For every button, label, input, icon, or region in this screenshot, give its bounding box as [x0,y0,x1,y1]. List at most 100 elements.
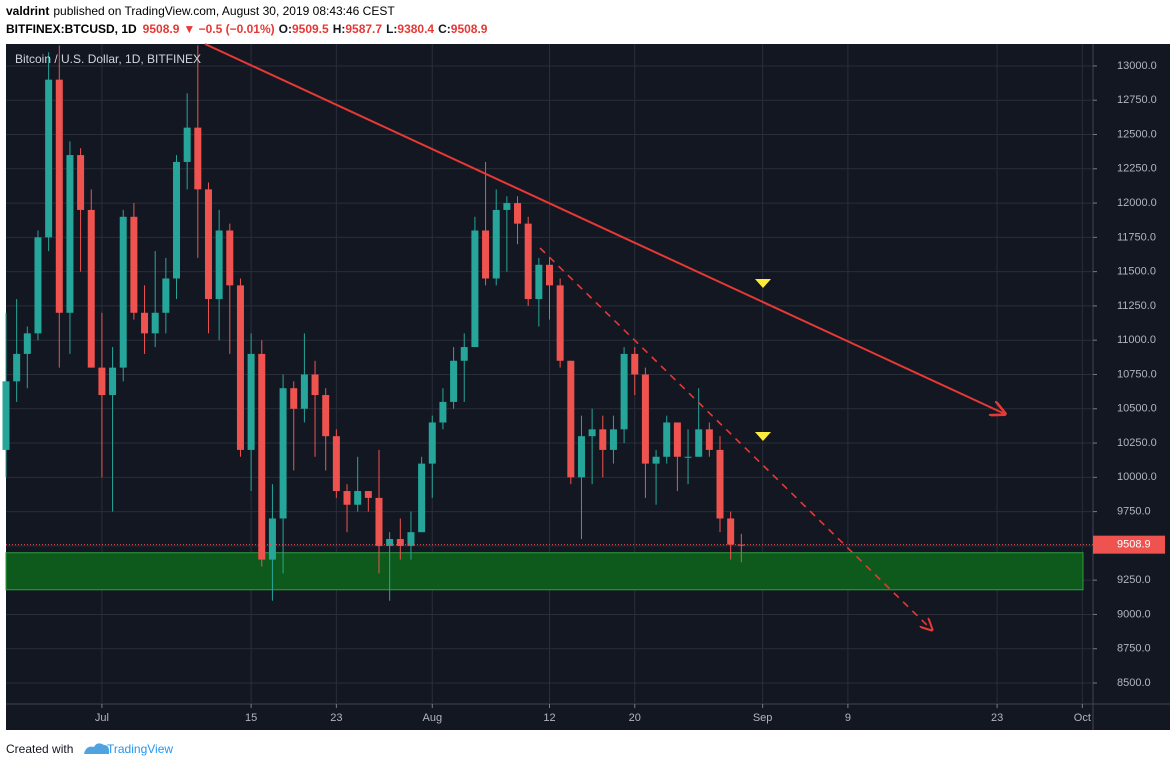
change: ▼ −0.5 (−0.01%) [183,22,274,36]
candle-body [503,203,511,210]
y-tick-label: 8750.0 [1117,643,1151,655]
candle-body [87,209,95,368]
chart-background [6,44,1170,730]
candle-body [524,223,532,300]
footer-brand: TradingView [107,742,173,756]
published: published on TradingView.com, August 30,… [53,4,395,18]
candle-body [663,422,671,457]
last-price-tag [1093,535,1165,554]
candle-body [66,155,74,313]
x-tick-label: 23 [991,712,1003,724]
candle-body [77,155,85,210]
candle-body [535,264,543,300]
candle-body [727,518,735,545]
candle-body [332,436,340,492]
candle-body [204,189,212,300]
candle-body [471,230,479,348]
ohlc-value: 9508.9 [451,22,488,36]
candle-body [631,353,639,375]
y-tick-label: 9750.0 [1117,506,1151,518]
candle-body [375,497,383,546]
dashed-trendline [539,247,932,630]
last-price: 9508.9 [143,22,180,36]
candle-body [514,203,522,224]
y-tick-label: 10250.0 [1117,437,1157,449]
candle-body [322,395,330,437]
candle-body [141,312,149,334]
candle-body [23,333,31,354]
candle-body [247,353,255,450]
x-tick-label: 20 [629,712,641,724]
footer-created: Created with [6,742,73,756]
candle-body [215,230,223,300]
candle-body [34,237,42,334]
marker-triangle [755,279,771,288]
y-tick-label: 12750.0 [1117,94,1157,106]
candle-body [364,491,372,498]
support-zone [5,552,1084,591]
candle-body [258,353,266,560]
y-tick-label: 10000.0 [1117,471,1157,483]
x-tick-label: 9 [845,712,851,724]
x-tick-label: Sep [753,712,773,724]
y-tick-label: 12000.0 [1117,197,1157,209]
candle-body [418,463,426,533]
ohlc-label: O: [279,22,292,36]
trendline [204,43,1005,414]
candle-body [450,360,458,402]
x-tick-label: Oct [1074,712,1091,724]
candle-body [162,278,170,313]
y-tick-label: 11000.0 [1117,334,1156,346]
ohlc-value: 9380.4 [397,22,434,36]
header-line-1: valdrint published on TradingView.com, Au… [6,4,395,18]
candle-body [695,429,703,457]
candle-body [577,436,585,478]
candle-body [311,374,319,396]
candle-body [109,367,117,396]
last-price-label: 9508.9 [1117,539,1151,551]
x-tick-label: 23 [330,712,342,724]
ohlc-value: 9587.7 [345,22,382,36]
candle-body [567,360,575,478]
candle-body [609,429,617,450]
header-line-2: BITFINEX:BTCUSD, 1D 9508.9 ▼ −0.5 (−0.01%)… [6,22,488,36]
candle-body [2,381,10,450]
y-tick-label: 9250.0 [1117,574,1151,586]
candle-body [673,422,681,457]
candle-body [13,353,21,382]
candle-body [428,422,436,464]
logo [84,743,110,754]
y-tick-label: 12250.0 [1117,163,1157,175]
candle-body [151,312,159,334]
candle-body [173,161,181,279]
y-tick-label: 10750.0 [1117,368,1157,380]
candle-body [300,374,308,409]
y-tick-label: 11750.0 [1117,231,1156,243]
candle-body [194,127,202,190]
candle-body [492,209,500,279]
author: valdrint [6,4,49,18]
candle-body [716,449,724,519]
symbol: BITFINEX:BTCUSD, 1D [6,22,137,36]
candle-body [386,539,394,546]
y-tick-label: 8500.0 [1117,677,1151,689]
candle-body [226,230,234,286]
y-tick-label: 10500.0 [1117,403,1157,415]
ohlc-value: 9509.5 [292,22,329,36]
candle-body [556,285,564,361]
candle-body [546,264,553,286]
candle-body [343,491,351,505]
candle-body [45,79,53,238]
ohlc-label: L: [386,22,397,36]
candle-body [55,79,63,313]
candle-body [652,456,660,464]
x-tick-label: Jul [95,712,109,724]
candle-body [130,216,138,313]
candle-body [183,127,191,162]
candle-body [354,491,362,505]
y-tick-label: 13000.0 [1117,60,1157,72]
x-tick-label: 12 [543,712,555,724]
candle-body [407,532,415,546]
